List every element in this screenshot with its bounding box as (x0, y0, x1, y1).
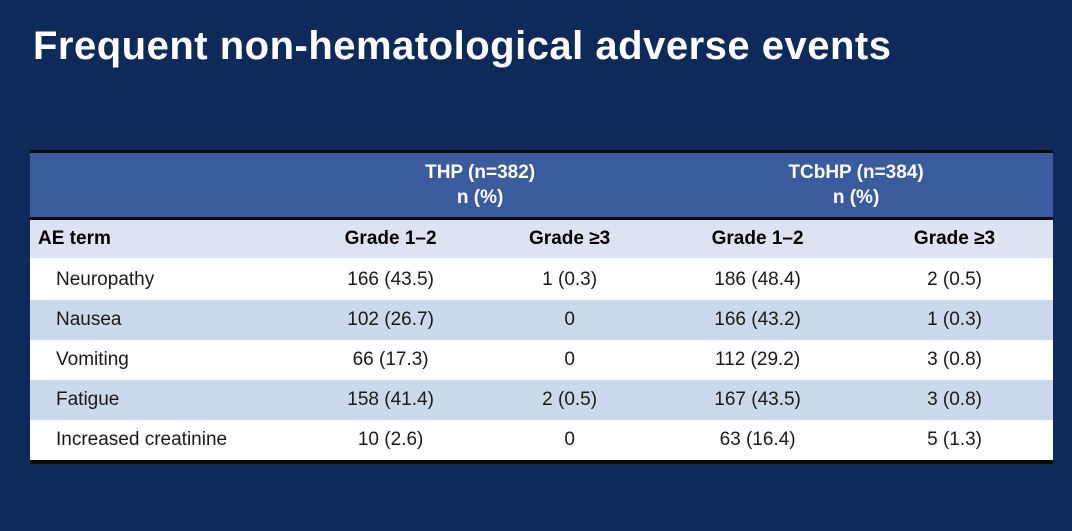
value-cell: 166 (43.5) (301, 259, 481, 300)
group-header-spacer (30, 151, 302, 220)
table-row: Increased creatinine 10 (2.6) 0 63 (16.4) 5 … (30, 420, 1053, 462)
group-header-tcbhp: TCbHP (n=384) n (%) (659, 151, 1053, 220)
column-header-tcbhp-grade12: Grade 1–2 (659, 218, 857, 260)
group-header-thp-name: THP (n=382) (425, 162, 536, 183)
value-cell: 5 (1.3) (856, 420, 1053, 462)
value-cell: 2 (0.5) (480, 380, 660, 420)
adverse-events-table-container: THP (n=382) n (%) TCbHP (n=384) n (%) AE… (30, 150, 1053, 464)
value-cell: 1 (0.3) (856, 300, 1053, 340)
adverse-events-table: THP (n=382) n (%) TCbHP (n=384) n (%) AE… (30, 150, 1053, 464)
column-header-tcbhp-grade3plus: Grade ≥3 (856, 218, 1053, 260)
value-cell: 167 (43.5) (659, 380, 857, 420)
column-header-thp-grade3plus: Grade ≥3 (480, 218, 660, 260)
table-row: Vomiting 66 (17.3) 0 112 (29.2) 3 (0.8) (30, 340, 1053, 380)
group-header-row: THP (n=382) n (%) TCbHP (n=384) n (%) (30, 151, 1053, 220)
group-header-thp: THP (n=382) n (%) (301, 151, 660, 220)
column-header-row: AE term Grade 1–2 Grade ≥3 Grade 1–2 Gra… (30, 218, 1053, 260)
value-cell: 66 (17.3) (301, 340, 481, 380)
table-row: Fatigue 158 (41.4) 2 (0.5) 167 (43.5) 3 (0.8… (30, 380, 1053, 420)
value-cell: 186 (48.4) (659, 259, 857, 300)
value-cell: 63 (16.4) (659, 420, 857, 462)
value-cell: 0 (480, 300, 660, 340)
column-header-ae-term: AE term (30, 218, 302, 260)
value-cell: 158 (41.4) (301, 380, 481, 420)
table-body: Neuropathy 166 (43.5) 1 (0.3) 186 (48.4) 2 (… (30, 259, 1053, 462)
value-cell: 10 (2.6) (301, 420, 481, 462)
ae-term-cell: Nausea (30, 300, 302, 340)
value-cell: 166 (43.2) (659, 300, 857, 340)
column-header-thp-grade12: Grade 1–2 (301, 218, 481, 260)
group-header-tcbhp-name: TCbHP (n=384) (788, 162, 924, 183)
table-row: Nausea 102 (26.7) 0 166 (43.2) 1 (0.3) (30, 300, 1053, 340)
ae-term-cell: Neuropathy (30, 259, 302, 300)
ae-term-cell: Fatigue (30, 380, 302, 420)
value-cell: 2 (0.5) (856, 259, 1053, 300)
value-cell: 0 (480, 340, 660, 380)
group-header-tcbhp-sub: n (%) (832, 187, 880, 208)
group-header-thp-sub: n (%) (456, 187, 504, 208)
value-cell: 3 (0.8) (856, 380, 1053, 420)
value-cell: 112 (29.2) (659, 340, 857, 380)
table-row: Neuropathy 166 (43.5) 1 (0.3) 186 (48.4) 2 (… (30, 259, 1053, 300)
ae-term-cell: Increased creatinine (30, 420, 302, 462)
value-cell: 3 (0.8) (856, 340, 1053, 380)
value-cell: 1 (0.3) (480, 259, 660, 300)
ae-term-cell: Vomiting (30, 340, 302, 380)
value-cell: 0 (480, 420, 660, 462)
value-cell: 102 (26.7) (301, 300, 481, 340)
page-title: Frequent non-hematological adverse event… (33, 24, 892, 68)
